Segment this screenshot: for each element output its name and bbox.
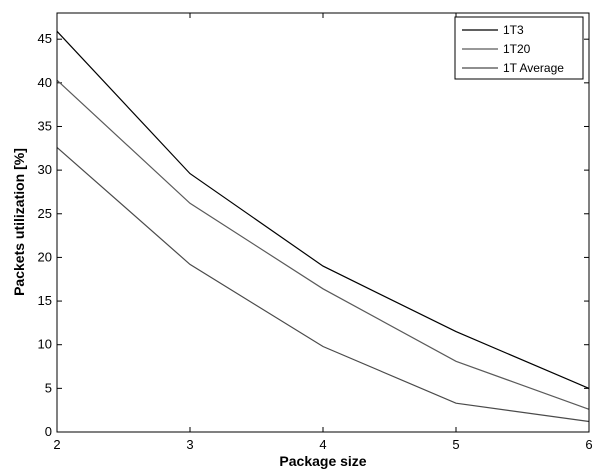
y-tick-label: 5 bbox=[45, 380, 52, 395]
series-lines bbox=[56, 30, 590, 423]
x-axis-label: Package size bbox=[279, 453, 366, 469]
legend-label: 1T Average bbox=[503, 61, 564, 75]
y-axis-label: Packets utilization [%] bbox=[11, 148, 27, 296]
y-axis-ticks: 0 5 10 15 20 25 30 35 40 45 bbox=[38, 31, 589, 439]
plot-frame bbox=[56, 12, 590, 433]
series-line-1t3 bbox=[56, 30, 590, 389]
series-line-1t-average bbox=[56, 146, 590, 423]
series-line-1t20 bbox=[56, 79, 590, 410]
x-tick-label: 6 bbox=[585, 437, 592, 452]
y-tick-label: 15 bbox=[38, 293, 52, 308]
legend-box bbox=[454, 16, 584, 80]
legend: 1T3 1T20 1T Average bbox=[454, 16, 584, 80]
y-tick-label: 10 bbox=[38, 337, 52, 352]
x-tick-label: 2 bbox=[53, 437, 60, 452]
y-tick-label: 40 bbox=[38, 75, 52, 90]
y-tick-label: 20 bbox=[38, 249, 52, 264]
x-tick-label: 3 bbox=[186, 437, 193, 452]
legend-label: 1T3 bbox=[503, 23, 524, 37]
y-tick-label: 0 bbox=[45, 424, 52, 439]
legend-label: 1T20 bbox=[503, 42, 531, 56]
x-tick-label: 5 bbox=[452, 437, 459, 452]
y-tick-label: 35 bbox=[38, 118, 52, 133]
y-tick-label: 45 bbox=[38, 31, 52, 46]
x-tick-label: 4 bbox=[319, 437, 326, 452]
y-tick-label: 25 bbox=[38, 206, 52, 221]
plot-area bbox=[57, 13, 589, 432]
y-tick-label: 30 bbox=[38, 162, 52, 177]
